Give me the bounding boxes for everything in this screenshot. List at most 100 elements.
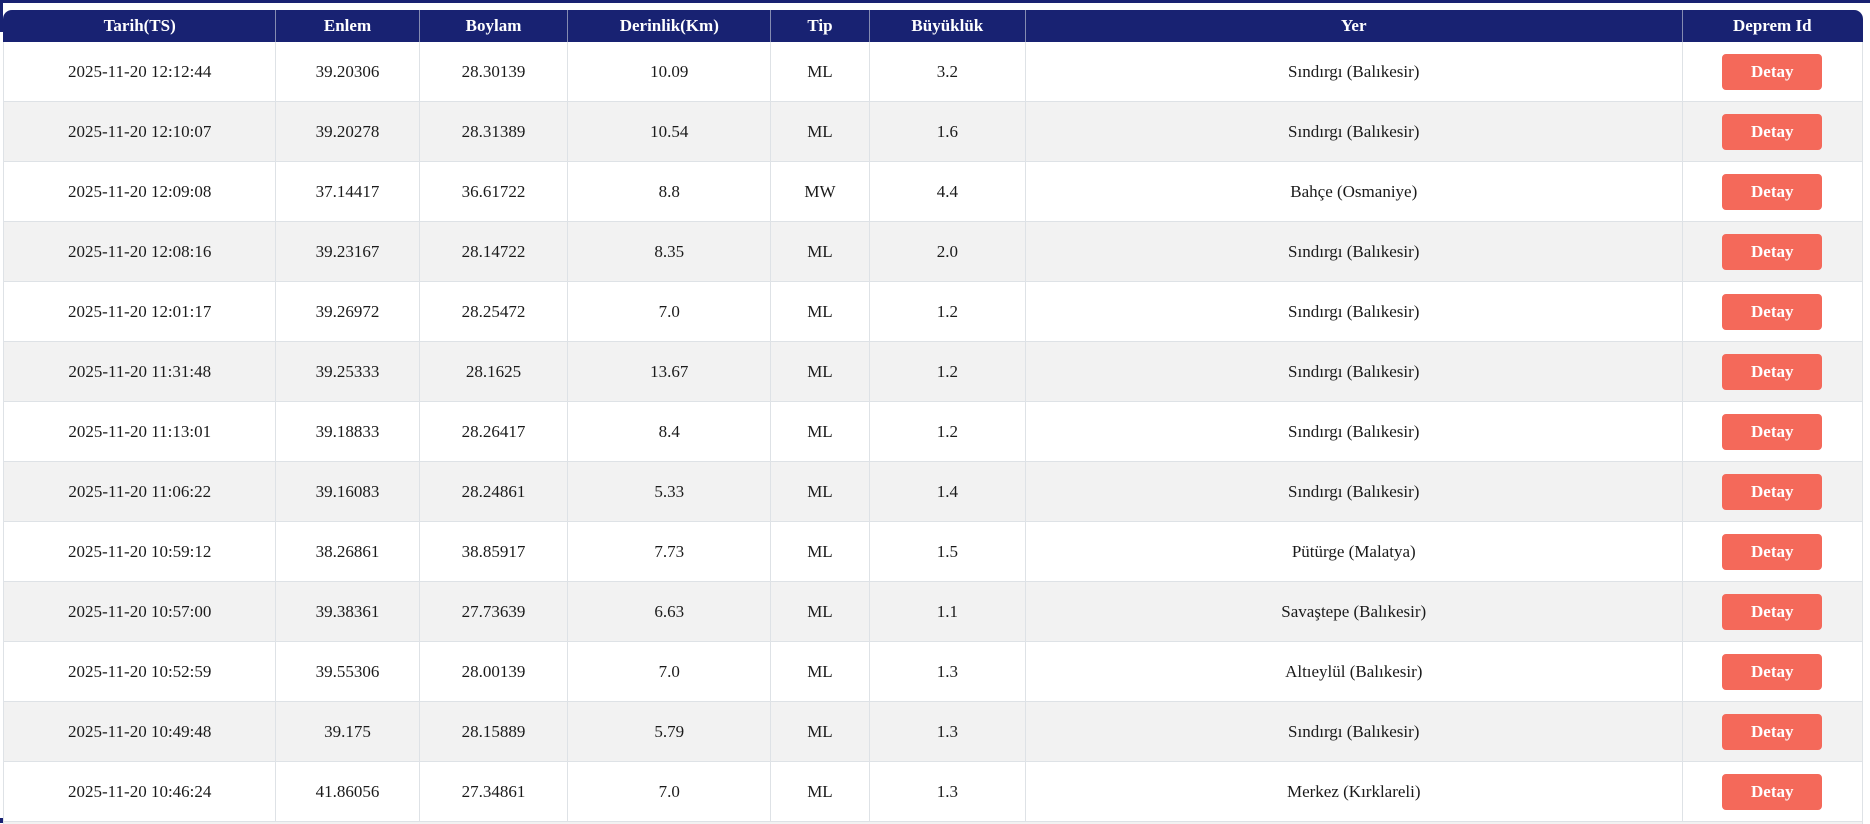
cell-tarih: 2025-11-20 11:13:01 bbox=[3, 402, 277, 462]
detay-button[interactable]: Detay bbox=[1722, 173, 1823, 210]
detay-button[interactable]: Detay bbox=[1722, 233, 1823, 270]
cell-yer: Sındırgı (Balıkesir) bbox=[1025, 222, 1683, 282]
cell-buyukluk: 1.2 bbox=[869, 402, 1026, 462]
cell-derinlik: 5.33 bbox=[568, 462, 772, 522]
cell-tip: ML bbox=[771, 522, 870, 582]
cell-tarih: 2025-11-20 12:01:17 bbox=[3, 282, 277, 342]
cell-deprem-id: Detay bbox=[1682, 402, 1863, 462]
table-row: 2025-11-20 10:59:12 38.26861 38.85917 7.73 M… bbox=[3, 522, 1863, 582]
cell-derinlik: 10.09 bbox=[568, 42, 772, 102]
detay-button[interactable]: Detay bbox=[1722, 413, 1823, 450]
cell-boylam: 28.30139 bbox=[419, 42, 569, 102]
cell-tarih: 2025-11-20 10:49:48 bbox=[3, 702, 277, 762]
cell-tip: ML bbox=[771, 402, 870, 462]
cell-deprem-id: Detay bbox=[1682, 522, 1863, 582]
table-row: 2025-11-20 10:52:59 39.55306 28.00139 7.0 ML… bbox=[3, 642, 1863, 702]
cell-buyukluk: 1.1 bbox=[869, 582, 1026, 642]
cell-enlem: 39.25333 bbox=[276, 342, 420, 402]
cell-boylam: 27.73639 bbox=[419, 582, 569, 642]
cell-tip: ML bbox=[771, 642, 870, 702]
table-row: 2025-11-20 12:09:08 37.14417 36.61722 8.8 MW… bbox=[3, 162, 1863, 222]
detay-button[interactable]: Detay bbox=[1722, 353, 1823, 390]
detay-button[interactable]: Detay bbox=[1722, 713, 1823, 750]
cell-tarih: 2025-11-20 11:31:48 bbox=[3, 342, 277, 402]
detay-button[interactable]: Detay bbox=[1722, 533, 1823, 570]
table-header: Tarih(TS) Enlem Boylam Derinlik(Km) Tip Büyük… bbox=[3, 10, 1863, 42]
cell-buyukluk: 1.2 bbox=[869, 282, 1026, 342]
cell-enlem: 37.14417 bbox=[276, 162, 420, 222]
page-background-top-strip bbox=[0, 0, 1870, 3]
table-row: 2025-11-20 12:01:17 39.26972 28.25472 7.0 ML… bbox=[3, 282, 1863, 342]
cell-boylam: 28.25472 bbox=[419, 282, 569, 342]
cell-enlem: 39.20278 bbox=[276, 102, 420, 162]
cell-yer: Sındırgı (Balıkesir) bbox=[1025, 702, 1683, 762]
cell-tarih: 2025-11-20 10:59:12 bbox=[3, 522, 277, 582]
column-header-derinlik: Derinlik(Km) bbox=[568, 10, 772, 42]
cell-tarih: 2025-11-20 10:57:00 bbox=[3, 582, 277, 642]
earthquake-table-card: Tarih(TS) Enlem Boylam Derinlik(Km) Tip Büyük… bbox=[3, 10, 1863, 822]
cell-derinlik: 13.67 bbox=[568, 342, 772, 402]
column-header-enlem: Enlem bbox=[276, 10, 420, 42]
detay-button[interactable]: Detay bbox=[1722, 293, 1823, 330]
cell-buyukluk: 1.3 bbox=[869, 762, 1026, 822]
detay-button[interactable]: Detay bbox=[1722, 113, 1823, 150]
cell-buyukluk: 1.2 bbox=[869, 342, 1026, 402]
cell-deprem-id: Detay bbox=[1682, 222, 1863, 282]
detay-button[interactable]: Detay bbox=[1722, 593, 1823, 630]
cell-tip: MW bbox=[771, 162, 870, 222]
cell-boylam: 28.14722 bbox=[419, 222, 569, 282]
column-header-buyukluk: Büyüklük bbox=[869, 10, 1026, 42]
cell-tarih: 2025-11-20 10:52:59 bbox=[3, 642, 277, 702]
cell-tarih: 2025-11-20 12:10:07 bbox=[3, 102, 277, 162]
cell-boylam: 28.1625 bbox=[419, 342, 569, 402]
cell-enlem: 39.26972 bbox=[276, 282, 420, 342]
cell-yer: Savaştepe (Balıkesir) bbox=[1025, 582, 1683, 642]
cell-yer: Sındırgı (Balıkesir) bbox=[1025, 342, 1683, 402]
cell-enlem: 39.23167 bbox=[276, 222, 420, 282]
cell-yer: Sındırgı (Balıkesir) bbox=[1025, 42, 1683, 102]
cell-yer: Pütürge (Malatya) bbox=[1025, 522, 1683, 582]
cell-derinlik: 8.35 bbox=[568, 222, 772, 282]
detay-button[interactable]: Detay bbox=[1722, 473, 1823, 510]
column-header-tarih: Tarih(TS) bbox=[3, 10, 277, 42]
cell-yer: Sındırgı (Balıkesir) bbox=[1025, 102, 1683, 162]
table-body: 2025-11-20 12:12:44 39.20306 28.30139 10.09… bbox=[3, 42, 1863, 822]
cell-enlem: 39.16083 bbox=[276, 462, 420, 522]
cell-tarih: 2025-11-20 12:09:08 bbox=[3, 162, 277, 222]
table-row: 2025-11-20 11:31:48 39.25333 28.1625 13.67 M… bbox=[3, 342, 1863, 402]
cell-enlem: 41.86056 bbox=[276, 762, 420, 822]
cell-buyukluk: 1.5 bbox=[869, 522, 1026, 582]
cell-deprem-id: Detay bbox=[1682, 582, 1863, 642]
column-header-boylam: Boylam bbox=[419, 10, 569, 42]
cell-tarih: 2025-11-20 12:08:16 bbox=[3, 222, 277, 282]
detay-button[interactable]: Detay bbox=[1722, 773, 1823, 810]
cell-boylam: 28.26417 bbox=[419, 402, 569, 462]
cell-boylam: 27.34861 bbox=[419, 762, 569, 822]
cell-derinlik: 6.63 bbox=[568, 582, 772, 642]
cell-yer: Sındırgı (Balıkesir) bbox=[1025, 462, 1683, 522]
cell-tip: ML bbox=[771, 342, 870, 402]
detay-button[interactable]: Detay bbox=[1722, 653, 1823, 690]
cell-deprem-id: Detay bbox=[1682, 282, 1863, 342]
cell-boylam: 28.31389 bbox=[419, 102, 569, 162]
cell-buyukluk: 2.0 bbox=[869, 222, 1026, 282]
cell-yer: Altıeylül (Balıkesir) bbox=[1025, 642, 1683, 702]
cell-deprem-id: Detay bbox=[1682, 342, 1863, 402]
cell-derinlik: 7.73 bbox=[568, 522, 772, 582]
cell-enlem: 39.175 bbox=[276, 702, 420, 762]
cell-tip: ML bbox=[771, 762, 870, 822]
detay-button[interactable]: Detay bbox=[1722, 53, 1823, 90]
cell-deprem-id: Detay bbox=[1682, 42, 1863, 102]
cell-buyukluk: 1.4 bbox=[869, 462, 1026, 522]
cell-tip: ML bbox=[771, 582, 870, 642]
cell-tip: ML bbox=[771, 222, 870, 282]
cell-boylam: 28.15889 bbox=[419, 702, 569, 762]
cell-derinlik: 7.0 bbox=[568, 282, 772, 342]
cell-yer: Bahçe (Osmaniye) bbox=[1025, 162, 1683, 222]
cell-tip: ML bbox=[771, 42, 870, 102]
page-background-left-strip-top bbox=[0, 0, 3, 32]
cell-yer: Sındırgı (Balıkesir) bbox=[1025, 402, 1683, 462]
table-row: 2025-11-20 12:12:44 39.20306 28.30139 10.09… bbox=[3, 42, 1863, 102]
cell-deprem-id: Detay bbox=[1682, 102, 1863, 162]
cell-boylam: 36.61722 bbox=[419, 162, 569, 222]
